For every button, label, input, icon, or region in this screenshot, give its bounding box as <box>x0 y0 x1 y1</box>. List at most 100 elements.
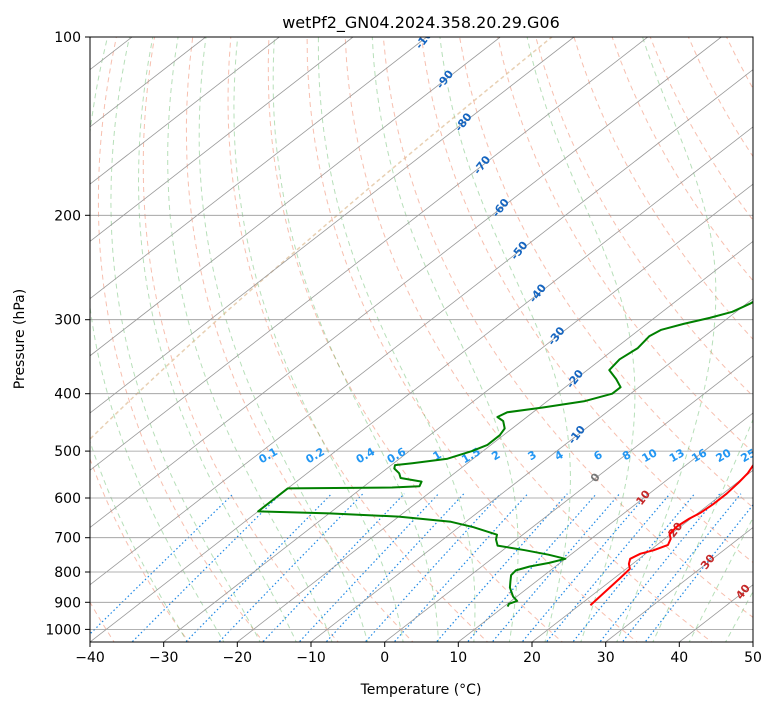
mixing-ratio-labels: 0.10.20.40.611.52346810131620253036 <box>257 445 775 466</box>
y-axis-label: Pressure (hPa) <box>12 289 28 389</box>
isotherm-line <box>0 37 500 642</box>
x-tick-label: −40 <box>75 650 105 666</box>
x-tick-label: 40 <box>670 650 688 666</box>
dry-adiabat-line <box>98 37 265 644</box>
isotherm-label: -20 <box>564 367 587 391</box>
x-tick-label: 20 <box>523 650 541 666</box>
isotherm-line <box>753 37 775 642</box>
x-tick-label: −20 <box>223 650 253 666</box>
isotherm-line <box>606 37 775 642</box>
mixing-ratio-label: 20 <box>714 446 734 465</box>
isotherm-label: -60 <box>489 196 512 220</box>
dry-adiabat-line <box>268 37 565 644</box>
moist-adiabat-line <box>234 37 404 644</box>
mixing-ratio-label: 0.4 <box>354 445 378 466</box>
y-tick-label: 800 <box>54 565 81 581</box>
mixing-ratio-line <box>598 494 720 645</box>
moist-adiabat-line <box>652 37 775 644</box>
isotherm-line <box>0 37 427 642</box>
isotherm-label: 30 <box>698 552 718 572</box>
dry-adiabat-line <box>143 37 340 644</box>
isotherm-line <box>164 37 775 642</box>
mixing-ratio-line <box>643 494 762 645</box>
isotherm-line <box>0 37 721 642</box>
isotherm-line <box>679 37 775 642</box>
y-tick-label: 100 <box>54 30 81 46</box>
y-tick-label: 600 <box>54 491 81 507</box>
isotherm-label: -30 <box>545 324 568 348</box>
x-tick-label: −10 <box>296 650 326 666</box>
x-axis: −40 −30 −20 −10 0 10 20 30 40 50 <box>75 642 762 666</box>
mixing-ratio-label: 25 <box>738 446 758 465</box>
profile-line <box>258 37 775 607</box>
x-tick-label: −30 <box>149 650 179 666</box>
isotherm-line <box>385 37 775 642</box>
x-tick-label: 10 <box>449 650 467 666</box>
mixing-ratio-label: 30 <box>759 446 775 465</box>
isotherm-label: -10 <box>566 423 589 447</box>
x-tick-label: 0 <box>380 650 389 666</box>
isotherm-line <box>311 37 775 642</box>
mixing-ratio-line <box>490 494 619 645</box>
mixing-ratio-line <box>621 494 741 645</box>
y-tick-label: 200 <box>54 208 81 224</box>
mixing-ratio-line <box>217 494 363 645</box>
isotherm-label: -40 <box>527 281 550 305</box>
dry-adiabat-line <box>307 37 640 644</box>
moist-adiabat-line <box>318 37 475 644</box>
dry-adiabat-line <box>421 37 775 644</box>
y-tick-label: 700 <box>54 531 81 547</box>
x-axis-label: Temperature (°C) <box>360 682 482 698</box>
mixing-ratio-label: 6 <box>591 448 604 463</box>
mixing-ratio-line <box>297 494 439 645</box>
mixing-ratio-line <box>544 494 670 645</box>
mixing-ratio-label: 0.2 <box>304 445 327 466</box>
moist-adiabat-line <box>372 37 518 644</box>
dry-adiabat-line <box>727 37 775 644</box>
dry-adiabat-line <box>765 37 775 644</box>
isotherm-line <box>16 37 775 642</box>
mixing-ratio-label: 0.6 <box>385 445 409 466</box>
y-tick-label: 300 <box>54 313 81 329</box>
dry-adiabat-line <box>460 37 775 644</box>
mixing-ratio-label: 2 <box>489 448 502 463</box>
series-layer <box>258 37 775 607</box>
isotherm-label: 10 <box>633 487 653 507</box>
isotherm-label: -70 <box>471 153 494 177</box>
isotherm-label: -90 <box>434 67 457 91</box>
mixing-ratio-label: 10 <box>640 446 660 465</box>
y-axis: 100 200 300 400 500 600 700 800 900 1000 <box>45 30 90 638</box>
isotherm-line <box>0 37 353 642</box>
mixing-ratio-line <box>434 494 567 645</box>
mixing-ratio-label: 3 <box>526 448 539 463</box>
moist-adiabat-line <box>199 37 368 644</box>
moist-adiabat-line <box>724 37 775 644</box>
y-tick-label: 1000 <box>45 622 81 638</box>
mixing-ratio-line <box>392 494 528 645</box>
isotherm-line <box>90 37 775 642</box>
isotherm-label: -80 <box>452 110 475 134</box>
isotherm-line <box>0 37 279 642</box>
isotherm-line <box>237 37 775 642</box>
x-tick-label: 30 <box>597 650 615 666</box>
moist-adiabat-line <box>58 37 188 644</box>
dry-adiabat-line <box>536 37 775 644</box>
y-tick-label: 400 <box>54 387 81 403</box>
mixing-ratio-label: 4 <box>552 448 565 463</box>
isotherm-line <box>458 37 775 642</box>
grid-lines <box>0 37 775 642</box>
isotherm-line <box>0 37 58 642</box>
y-tick-label: 900 <box>54 595 81 611</box>
dry-adiabat-line <box>228 37 490 644</box>
chart-title: wetPf2_GN04.2024.358.20.29.G06 <box>282 13 560 33</box>
moist-adiabat-line <box>273 37 438 644</box>
x-tick-label: 50 <box>744 650 762 666</box>
y-tick-label: 500 <box>54 444 81 460</box>
isotherm-line <box>0 37 574 642</box>
mixing-ratio-label: 13 <box>667 446 687 465</box>
isotherm-label: -50 <box>508 238 531 262</box>
background-lines <box>0 37 775 644</box>
reference-curve-line <box>0 37 552 644</box>
